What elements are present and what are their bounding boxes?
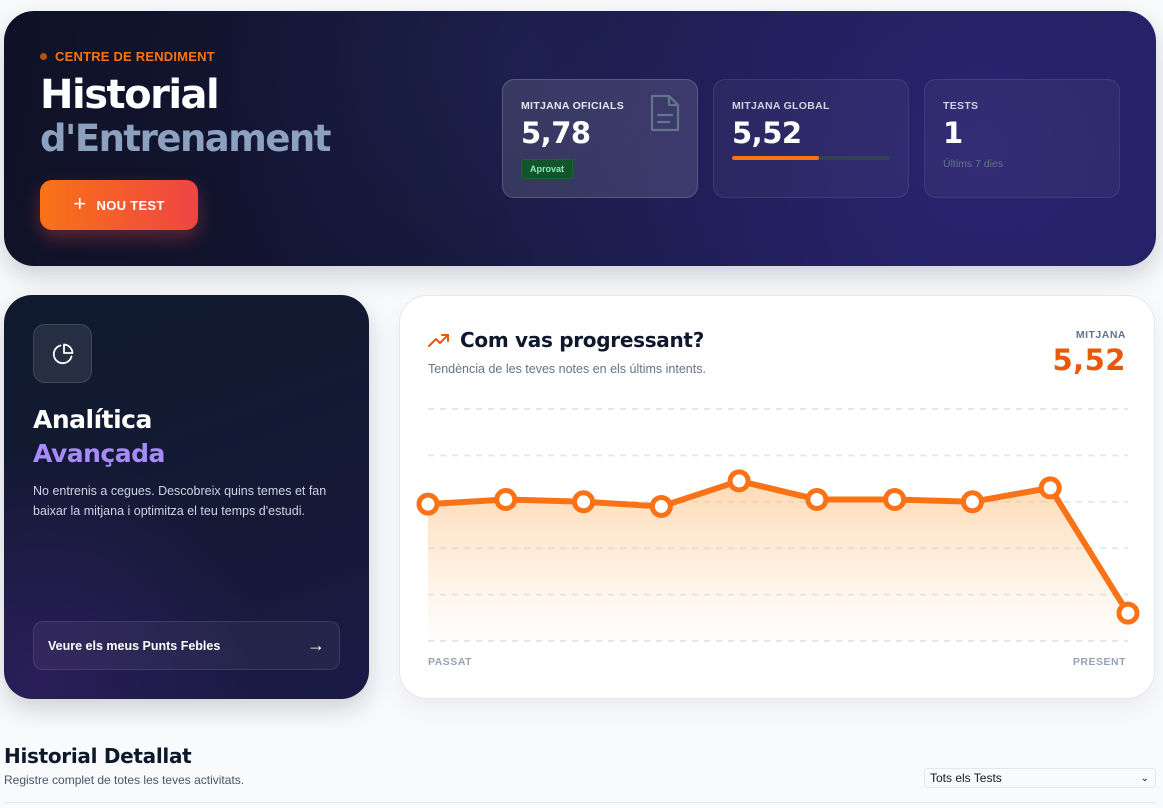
x-axis-start-label: PASSAT — [428, 656, 473, 668]
analytics-title: Analítica — [33, 405, 152, 434]
chart-data-point[interactable] — [805, 487, 829, 511]
hero-banner: CENTRE DE RENDIMENT Historial d'Entrenam… — [4, 11, 1156, 266]
progress-chart-card: Com vas progressant? Tendència de les te… — [399, 295, 1155, 699]
chart-data-point[interactable] — [572, 490, 596, 514]
status-badge: Aprovat — [521, 159, 574, 179]
stat-label: MITJANA OFICIALS — [521, 100, 624, 112]
average-value: 5,52 — [1052, 343, 1126, 377]
document-icon — [650, 94, 680, 132]
history-title: Historial Detallat — [4, 744, 192, 768]
hero-eyebrow: CENTRE DE RENDIMENT — [40, 49, 215, 64]
section-divider — [4, 802, 1156, 803]
chart-data-point[interactable] — [649, 494, 673, 518]
stat-card-tests[interactable]: TESTS 1 Últims 7 dies — [924, 79, 1120, 198]
chart-subtitle: Tendència de les teves notes en els últi… — [428, 362, 706, 376]
page-title-secondary: d'Entrenament — [40, 117, 331, 160]
test-filter-select[interactable]: Tots els Tests ⌄ — [924, 768, 1156, 788]
stat-value: 1 — [943, 116, 963, 150]
stat-card-global-average[interactable]: MITJANA GLOBAL 5,52 — [713, 79, 909, 198]
chevron-down-icon: ⌄ — [1140, 772, 1149, 784]
progress-line-chart — [416, 408, 1140, 642]
chart-data-point[interactable] — [494, 487, 518, 511]
eyebrow-dot-icon — [40, 53, 47, 60]
chart-data-point[interactable] — [727, 469, 751, 493]
stat-sub: Últims 7 dies — [943, 158, 1004, 170]
pie-chart-icon-box — [33, 324, 92, 383]
new-test-button[interactable]: + NOU TEST — [40, 180, 198, 230]
stat-card-official-average[interactable]: MITJANA OFICIALS 5,78 Aprovat — [502, 79, 698, 198]
chart-data-point[interactable] — [883, 487, 907, 511]
average-label: MITJANA — [1075, 329, 1126, 341]
progress-bar — [732, 156, 890, 160]
trending-up-icon — [428, 334, 449, 347]
arrow-right-icon: → — [307, 635, 325, 655]
chart-title: Com vas progressant? — [460, 328, 704, 352]
analytics-description: No entrenis a cegues. Descobreix quins t… — [33, 484, 327, 518]
chart-series-line — [425, 477, 1131, 617]
history-subtitle: Registre complet de totes les teves acti… — [4, 773, 245, 787]
progress-bar-fill — [732, 156, 819, 160]
chart-data-point[interactable] — [1116, 601, 1140, 625]
stat-label: TESTS — [943, 100, 979, 112]
eyebrow-text: CENTRE DE RENDIMENT — [55, 49, 215, 64]
weak-points-label: Veure els meus Punts Febles — [48, 638, 221, 653]
x-axis-end-label: PRESENT — [1072, 656, 1126, 668]
analytics-title-accent: Avançada — [33, 439, 165, 468]
filter-selected-value: Tots els Tests — [930, 771, 1002, 785]
chart-data-point[interactable] — [416, 492, 440, 516]
new-test-label: NOU TEST — [96, 197, 165, 213]
stat-value: 5,78 — [521, 116, 591, 150]
stat-label: MITJANA GLOBAL — [732, 100, 830, 112]
stat-value: 5,52 — [732, 116, 802, 150]
page-title: Historial — [40, 72, 220, 118]
pie-chart-icon — [52, 343, 73, 364]
chart-data-point[interactable] — [1038, 476, 1062, 500]
plus-icon: + — [73, 191, 87, 216]
weak-points-button[interactable]: Veure els meus Punts Febles → — [33, 621, 340, 670]
analytics-card: Analítica Avançada No entrenis a cegues.… — [4, 295, 369, 699]
chart-area-fill — [428, 480, 1128, 641]
chart-data-point[interactable] — [960, 490, 984, 514]
